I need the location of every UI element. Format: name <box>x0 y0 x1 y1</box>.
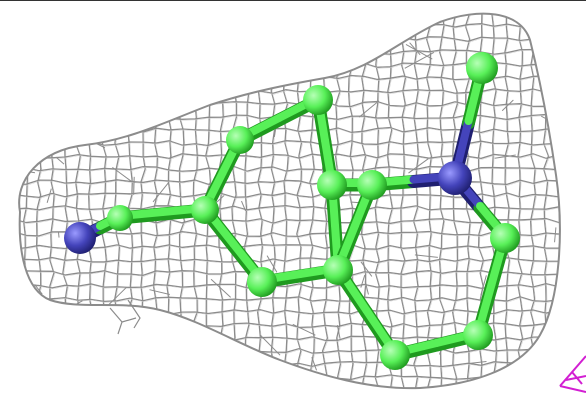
nitrogen-atom <box>438 161 472 195</box>
nitrogen-atom <box>64 222 96 254</box>
top-border-line <box>0 0 586 1</box>
carbon-atom <box>380 340 410 370</box>
carbon-atom <box>107 205 133 231</box>
carbon-atom <box>466 52 498 84</box>
magenta-contour-fragment <box>559 355 586 393</box>
mesh-fragment <box>109 299 141 335</box>
carbon-atom <box>463 320 493 350</box>
carbon-atom <box>317 170 347 200</box>
carbon-atom <box>303 85 333 115</box>
molecule-atoms <box>64 52 520 370</box>
carbon-atom <box>323 255 353 285</box>
carbon-atom <box>191 196 219 224</box>
carbon-atom <box>357 170 387 200</box>
carbon-atom <box>247 267 277 297</box>
carbon-atom <box>226 126 254 154</box>
mesh-outline <box>18 12 561 390</box>
contour-fragments <box>109 299 586 393</box>
carbon-atom <box>490 223 520 253</box>
